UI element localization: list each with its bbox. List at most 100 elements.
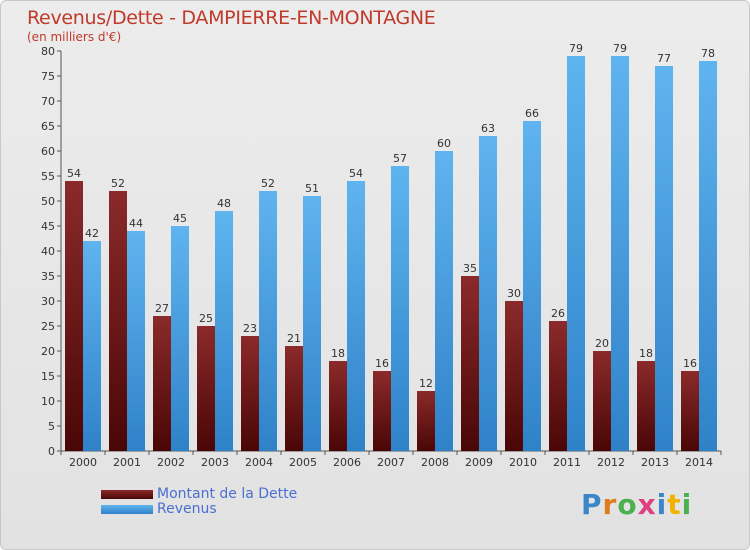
data-label-debt: 25 (199, 312, 213, 325)
logo-letter: i (656, 488, 668, 521)
data-label-revenue: 78 (701, 47, 715, 60)
bar-revenue (611, 56, 629, 451)
bar-revenue (523, 121, 541, 451)
bar-debt (373, 371, 391, 451)
data-label-revenue: 45 (173, 212, 187, 225)
data-label-debt: 18 (639, 347, 653, 360)
data-label-revenue: 60 (437, 137, 451, 150)
data-label-debt: 18 (331, 347, 345, 360)
bar-debt (329, 361, 347, 451)
data-label-revenue: 51 (305, 182, 319, 195)
y-tick-label: 70 (41, 95, 55, 108)
legend-swatch-debt (101, 490, 153, 499)
data-label-debt: 35 (463, 262, 477, 275)
data-label-debt: 23 (243, 322, 257, 335)
logo-letter: i (681, 488, 693, 521)
bar-debt (197, 326, 215, 451)
data-label-revenue: 52 (261, 177, 275, 190)
data-label-debt: 20 (595, 337, 609, 350)
data-labels: 54 42 52 44 27 45 25 48 23 52 21 51 18 54 16 57 12 60 35 63… (67, 42, 715, 390)
bar-debt (153, 316, 171, 451)
data-label-revenue: 66 (525, 107, 539, 120)
bar-revenue (171, 226, 189, 451)
x-tick-label: 2000 (69, 456, 97, 469)
x-tick-label: 2009 (465, 456, 493, 469)
x-tick-label: 2005 (289, 456, 317, 469)
x-tick-label: 2001 (113, 456, 141, 469)
data-label-revenue: 77 (657, 52, 671, 65)
logo-letter: P (581, 488, 603, 521)
x-tick-label: 2003 (201, 456, 229, 469)
x-tick-label: 2007 (377, 456, 405, 469)
proxiti-logo: Proxiti (581, 488, 692, 521)
y-tick-label: 65 (41, 120, 55, 133)
bar-debt (593, 351, 611, 451)
data-label-debt: 27 (155, 302, 169, 315)
y-tick-label: 75 (41, 70, 55, 83)
bar-revenue (699, 61, 717, 451)
x-tick-label: 2010 (509, 456, 537, 469)
bar-revenue (347, 181, 365, 451)
logo-letter: o (617, 488, 638, 521)
x-tick-label: 2013 (641, 456, 669, 469)
data-label-revenue: 63 (481, 122, 495, 135)
bars (65, 56, 717, 451)
y-tick-label: 20 (41, 345, 55, 358)
data-label-debt: 30 (507, 287, 521, 300)
x-tick-label: 2004 (245, 456, 273, 469)
bar-revenue (303, 196, 321, 451)
bar-revenue (215, 211, 233, 451)
data-label-debt: 16 (375, 357, 389, 370)
y-tick-label: 30 (41, 295, 55, 308)
bar-revenue (655, 66, 673, 451)
legend-swatch-revenue (101, 505, 153, 514)
bar-debt (549, 321, 567, 451)
data-label-revenue: 44 (129, 217, 143, 230)
y-tick-label: 25 (41, 320, 55, 333)
legend-label-revenue: Revenus (157, 501, 217, 517)
data-label-debt: 21 (287, 332, 301, 345)
x-tick-label: 2014 (685, 456, 713, 469)
bar-revenue (83, 241, 101, 451)
bar-debt (417, 391, 435, 451)
bar-debt (681, 371, 699, 451)
logo-letter: r (602, 488, 618, 521)
y-tick-label: 45 (41, 220, 55, 233)
x-tick-label: 2002 (157, 456, 185, 469)
logo-letter: t (667, 488, 682, 521)
y-tick-label: 50 (41, 195, 55, 208)
y-tick-label: 10 (41, 395, 55, 408)
y-tick-label: 15 (41, 370, 55, 383)
y-tick-label: 35 (41, 270, 55, 283)
bar-debt (285, 346, 303, 451)
y-tick-label: 80 (41, 45, 55, 58)
data-label-revenue: 42 (85, 227, 99, 240)
bar-revenue (479, 136, 497, 451)
x-tick-label: 2008 (421, 456, 449, 469)
y-tick-label: 0 (48, 445, 55, 458)
data-label-debt: 16 (683, 357, 697, 370)
bar-revenue (567, 56, 585, 451)
y-tick-label: 5 (48, 420, 55, 433)
data-label-revenue: 79 (569, 42, 583, 55)
bar-debt (109, 191, 127, 451)
bar-revenue (391, 166, 409, 451)
data-label-debt: 54 (67, 167, 81, 180)
x-tick-label: 2006 (333, 456, 361, 469)
x-tick-label: 2012 (597, 456, 625, 469)
bar-debt (65, 181, 83, 451)
chart-subtitle: (en milliers d'€) (27, 30, 122, 44)
bar-revenue (435, 151, 453, 451)
bar-debt (241, 336, 259, 451)
data-label-revenue: 54 (349, 167, 363, 180)
logo-letter: x (637, 488, 657, 521)
data-label-revenue: 48 (217, 197, 231, 210)
x-tick-label: 2011 (553, 456, 581, 469)
bar-revenue (127, 231, 145, 451)
bar-revenue (259, 191, 277, 451)
legend-label-debt: Montant de la Dette (157, 486, 298, 502)
data-label-debt: 26 (551, 307, 565, 320)
y-tick-label: 55 (41, 170, 55, 183)
